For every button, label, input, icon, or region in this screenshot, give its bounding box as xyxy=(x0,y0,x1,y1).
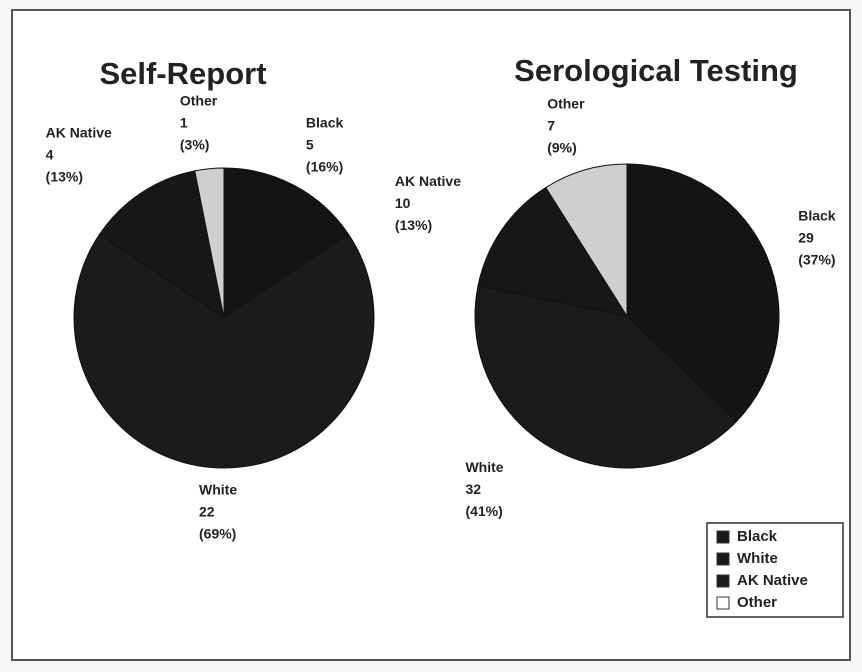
legend-label: Other xyxy=(737,594,777,611)
slice-count: 32 xyxy=(465,481,481,497)
slice-label: AK Native xyxy=(395,173,461,189)
slice-label: AK Native xyxy=(46,125,112,141)
slice-label: Black xyxy=(306,115,344,131)
legend-swatch xyxy=(716,530,730,544)
pie-slice xyxy=(477,186,629,317)
pie-slice xyxy=(223,167,350,319)
legend-swatch xyxy=(716,596,730,610)
slice-count: 29 xyxy=(798,229,814,245)
slice-percent: (16%) xyxy=(306,159,343,175)
pie-slice xyxy=(73,233,375,469)
chart-title: Self-Report xyxy=(99,56,266,91)
pie-slice xyxy=(474,285,738,469)
slice-percent: (69%) xyxy=(199,526,236,542)
slice-count: 7 xyxy=(547,117,555,133)
slice-percent: (3%) xyxy=(180,137,210,153)
slice-percent: (13%) xyxy=(395,217,432,233)
slice-label: White xyxy=(465,459,503,475)
slice-count: 1 xyxy=(180,115,188,131)
chart-title: Serological Testing xyxy=(514,53,798,88)
pie-slice xyxy=(626,163,780,423)
slice-label: Black xyxy=(798,207,836,223)
slice-count: 5 xyxy=(306,137,314,153)
slice-count: 10 xyxy=(395,195,411,211)
slice-label: White xyxy=(199,482,237,498)
slice-label: Other xyxy=(547,95,585,111)
slice-percent: (37%) xyxy=(798,251,835,267)
slice-percent: (9%) xyxy=(547,139,577,155)
slice-percent: (13%) xyxy=(46,169,83,185)
slice-label: Other xyxy=(180,93,218,109)
legend-swatch xyxy=(716,574,730,588)
pie-slice xyxy=(545,163,628,318)
slice-count: 4 xyxy=(46,147,54,163)
pie-slice xyxy=(98,170,225,320)
slice-count: 22 xyxy=(199,504,215,520)
legend-box xyxy=(706,522,844,618)
legend-label: White xyxy=(737,550,778,567)
legend-swatch xyxy=(716,552,730,566)
legend-label: AK Native xyxy=(737,572,808,589)
pie-slice xyxy=(194,167,225,319)
legend-label: Black xyxy=(737,528,778,545)
slice-percent: (41%) xyxy=(465,503,502,519)
